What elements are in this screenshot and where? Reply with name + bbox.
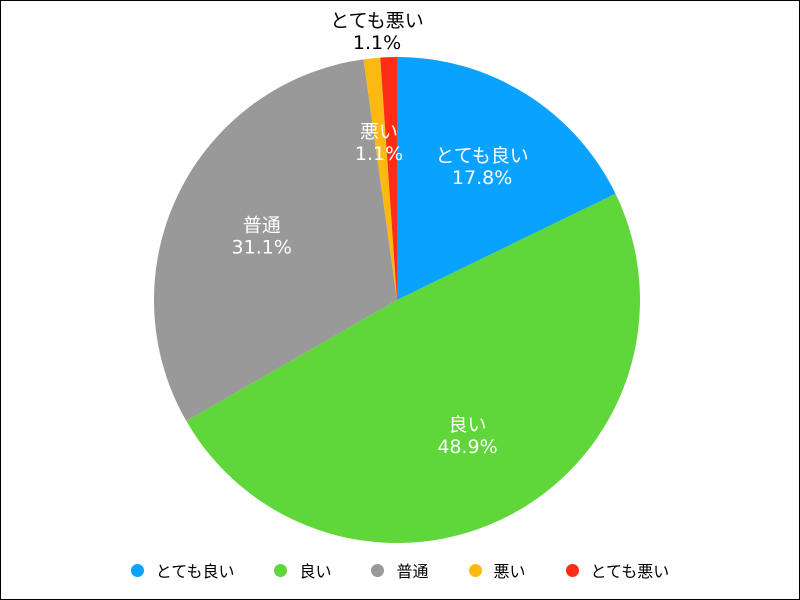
- chart-legend: とても良い 良い 普通 悪い とても悪い: [0, 556, 800, 584]
- pie-slice-3: [153, 59, 397, 422]
- slice-label-name-1: とても良い: [435, 145, 528, 167]
- slice-label-name-3: 普通: [243, 215, 281, 237]
- legend-item-2: 良い: [274, 558, 331, 582]
- legend-label: 悪い: [493, 562, 526, 581]
- pie-slice-2: [186, 193, 640, 543]
- slice-label-value-3: 31.1%: [232, 237, 292, 259]
- legend-label: とても良い: [155, 562, 235, 581]
- legend-label: とても悪い: [590, 562, 670, 581]
- legend-swatch-icon: [130, 563, 144, 577]
- legend-swatch-icon: [274, 563, 288, 577]
- pie-slices: [153, 57, 640, 543]
- legend-item-4: 悪い: [468, 558, 526, 582]
- pie-slice-1: [397, 57, 616, 300]
- slice-label-name-4: 悪い: [360, 121, 398, 143]
- slice-label-value-1: 17.8%: [452, 167, 512, 189]
- legend-swatch-icon: [565, 563, 579, 577]
- slice-label-value-4: 1.1%: [355, 143, 403, 165]
- legend-label: 普通: [396, 562, 429, 581]
- legend-label: 良い: [299, 562, 332, 581]
- slice-label-value-2: 48.9%: [437, 436, 497, 458]
- slice-label-value-5: 1.1%: [353, 32, 401, 54]
- legend-swatch-icon: [468, 563, 482, 577]
- pie-slice-4: [363, 57, 397, 300]
- pie-slice-5: [380, 57, 397, 300]
- legend-item-5: とても悪い: [565, 558, 670, 582]
- slice-label-name-5: とても悪い: [330, 10, 423, 32]
- slice-label-name-2: 良い: [448, 414, 486, 436]
- legend-swatch-icon: [371, 563, 385, 577]
- legend-item-3: 普通: [371, 558, 429, 582]
- legend-item-1: とても良い: [130, 558, 235, 582]
